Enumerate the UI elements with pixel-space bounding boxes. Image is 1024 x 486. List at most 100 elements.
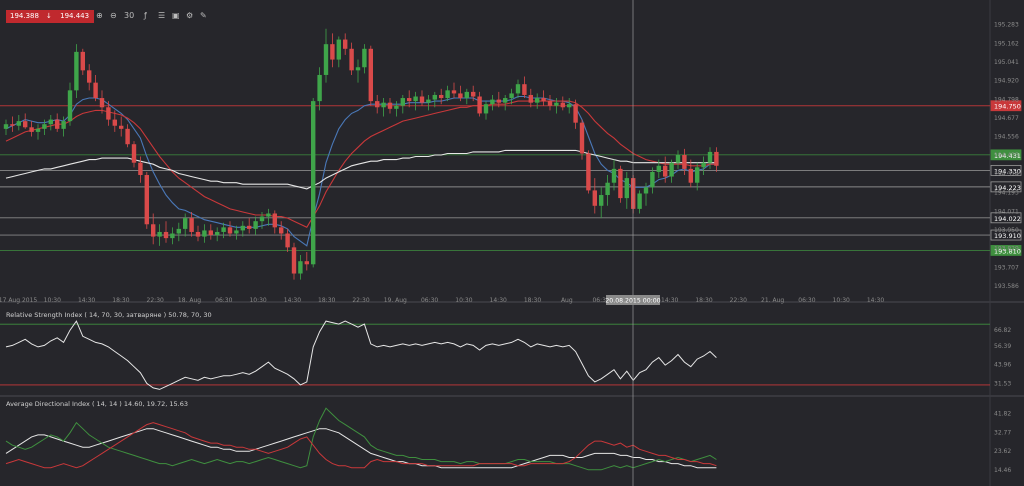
candle-body	[349, 48, 354, 71]
candle	[586, 150, 591, 194]
candle	[247, 218, 252, 234]
screenshot-icon[interactable]: ▣	[172, 11, 180, 20]
candle-body	[259, 216, 265, 222]
candle	[663, 156, 668, 183]
candle-body	[528, 94, 533, 103]
candle-body	[445, 90, 450, 99]
candle-body	[221, 227, 226, 232]
candle	[528, 88, 533, 108]
price-tick-label: 194.556	[994, 134, 1019, 141]
candle-body	[605, 182, 610, 196]
level-label-box	[990, 212, 1022, 224]
price-tick-label: 193.707	[994, 264, 1019, 271]
level-label-box	[990, 245, 1022, 256]
time-tick-label: 14:30	[661, 297, 678, 304]
candle-body	[317, 74, 322, 102]
candle	[432, 91, 437, 108]
time-tick-label: 19. Aug	[384, 297, 407, 304]
time-tick-label: 06:30	[215, 297, 232, 304]
candle	[189, 211, 194, 237]
candle-body	[368, 48, 373, 102]
time-tick-label: 18. Aug	[178, 297, 201, 304]
candle	[138, 156, 143, 183]
candle-body	[266, 213, 271, 217]
level-label: 193.910	[994, 232, 1021, 240]
candle-body	[675, 155, 681, 163]
candle	[381, 98, 386, 117]
time-tick-label: 21. Aug	[761, 297, 784, 304]
pencil-icon[interactable]: ✎	[200, 11, 207, 20]
candle	[522, 76, 527, 99]
time-tick-label: 10:30	[249, 297, 266, 304]
candle	[701, 156, 706, 176]
candle-body	[458, 93, 463, 99]
price-tick-label: 195.041	[994, 59, 1019, 66]
candle	[560, 96, 565, 111]
price-tick-label: 194.920	[994, 78, 1019, 85]
price-tick-label: 193.950	[994, 227, 1019, 234]
candle-body	[87, 70, 92, 83]
candle	[55, 113, 60, 132]
time-tick-label: 06:30	[798, 297, 815, 304]
period-label: 30	[124, 11, 135, 20]
candle	[675, 150, 681, 169]
candle-body	[701, 162, 706, 168]
candle	[599, 187, 604, 219]
adx-tick-label: 23.62	[994, 448, 1011, 455]
candle	[349, 42, 354, 75]
time-tick-label: 06:30	[421, 297, 438, 304]
candle-body	[471, 91, 476, 97]
ask-price[interactable]: ↓ 194.443	[42, 10, 94, 23]
candle-body	[643, 187, 649, 194]
time-tick-label: 06:30	[592, 297, 609, 304]
zoom-out-icon[interactable]: ⊖	[110, 11, 117, 20]
candle	[464, 88, 469, 105]
candle	[682, 148, 687, 176]
level-label-box	[990, 149, 1022, 161]
price-tick-label: 194.677	[994, 115, 1019, 122]
candle-body	[707, 151, 713, 163]
candle-body	[394, 105, 399, 109]
adx-line-green	[5, 407, 717, 471]
rsi-panel: 66.82 56.39 43.96 31.53 Relative Strength In…	[0, 311, 1011, 390]
candle-body	[413, 96, 418, 102]
candle	[67, 82, 73, 126]
candle	[650, 167, 655, 194]
time-tick-label: 14:30	[490, 297, 507, 304]
candle-body	[599, 195, 604, 206]
candle	[48, 114, 53, 131]
bid-price[interactable]: 194.388	[6, 10, 44, 23]
candle	[298, 255, 303, 280]
candle	[419, 90, 425, 106]
settings-icon[interactable]: ⚙	[186, 11, 194, 20]
candle-body	[554, 102, 559, 106]
draw-icon[interactable]: ☰	[158, 11, 166, 20]
candle	[439, 88, 444, 105]
candle-body	[688, 168, 693, 183]
rsi-title: Relative Strength Index ( 14, 70, 30, за…	[6, 311, 212, 319]
level-lines: 194.750 194.431 194.330 194.223 194.022 193.9…	[0, 100, 1022, 256]
candle	[362, 44, 367, 74]
candle-body	[61, 121, 66, 129]
indicators-icon[interactable]: ƒ	[144, 11, 147, 20]
candle	[503, 94, 508, 111]
level-label-box	[990, 164, 1022, 176]
time-tick-label: Aug	[561, 297, 573, 304]
candle	[125, 124, 130, 148]
candle	[643, 182, 649, 206]
candle-body	[144, 175, 149, 225]
candle-body	[432, 94, 437, 100]
zoom-in-icon[interactable]: ⊕	[96, 11, 103, 20]
period-icon[interactable]: 30	[124, 11, 134, 20]
candle	[547, 94, 553, 111]
candle	[215, 227, 220, 242]
candle-body	[311, 101, 316, 265]
time-tick-label: 17 Aug 2015	[0, 297, 37, 304]
candle-body	[112, 119, 117, 126]
candle	[471, 85, 476, 102]
candle-body	[637, 193, 642, 209]
crosshair-label: 20.08.2015 00:00	[605, 298, 660, 305]
candle	[112, 110, 117, 132]
